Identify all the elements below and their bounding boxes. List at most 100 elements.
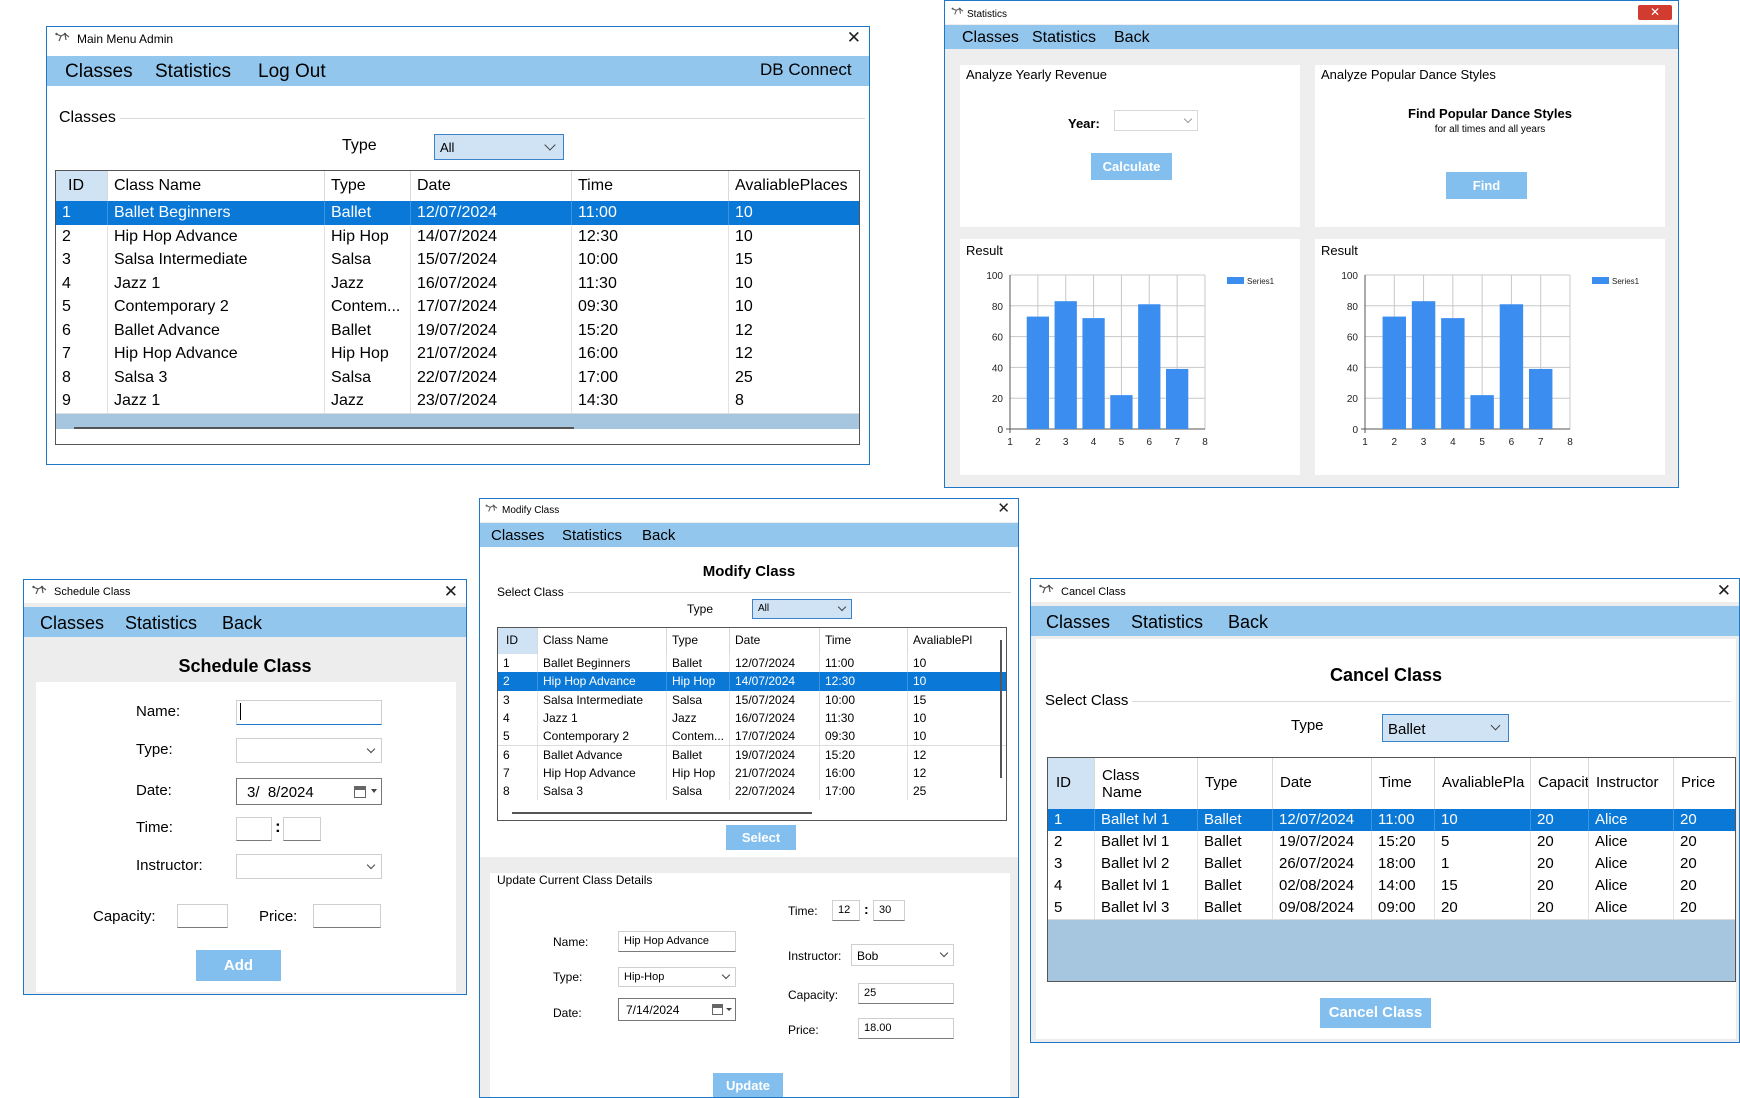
menu-statistics[interactable]: Statistics — [155, 61, 232, 82]
price-input[interactable]: 18.00 — [858, 1018, 954, 1039]
table-row[interactable]: 2 Ballet lvl 1 Ballet 19/07/2024 15:20 5 20 Ali… — [1048, 831, 1735, 854]
price-input[interactable] — [313, 904, 381, 928]
time-minute-input[interactable] — [283, 817, 321, 841]
column-header[interactable]: AvaliablePlaces — [729, 171, 859, 201]
table-row[interactable]: 5 Ballet lvl 3 Ballet 09/08/2024 09:00 20 20 Al… — [1048, 897, 1735, 920]
menu-back[interactable]: Back — [642, 527, 676, 544]
vertical-scrollbar[interactable] — [1000, 640, 1002, 778]
type-label: Type — [342, 137, 377, 154]
table-row[interactable]: 5 Contemporary 2 Contem... 17/07/2024 09:30 1… — [56, 295, 859, 320]
table-cell: Alice — [1589, 809, 1674, 831]
capacity-input[interactable] — [177, 904, 228, 928]
column-header[interactable]: ID — [1048, 758, 1095, 809]
column-header[interactable]: Type — [1198, 758, 1273, 809]
type-select[interactable]: Hip-Hop — [618, 967, 736, 987]
column-header[interactable]: Time — [572, 171, 729, 201]
name-input[interactable] — [236, 700, 382, 725]
date-picker[interactable]: 3/ 8/2024 — [236, 778, 382, 805]
close-icon[interactable]: ✕ — [443, 582, 458, 601]
menu-classes[interactable]: Classes — [962, 29, 1019, 46]
menu-log-out[interactable]: Log Out — [258, 61, 326, 82]
column-header[interactable]: Time — [1372, 758, 1435, 809]
column-header[interactable]: Price — [1674, 758, 1735, 809]
menu-back[interactable]: Back — [1228, 612, 1269, 632]
table-row[interactable]: 6 Ballet Advance Ballet 19/07/2024 15:20 12 — [498, 745, 1006, 765]
column-header[interactable]: Date — [730, 628, 820, 654]
time-hour-input[interactable]: 12 — [832, 900, 860, 921]
update-group-title: Update Current Class Details — [493, 873, 657, 887]
menu-classes[interactable]: Classes — [491, 527, 545, 544]
column-header[interactable]: Capacity — [1531, 758, 1589, 809]
column-header[interactable]: Class Name — [108, 171, 325, 201]
menu-statistics[interactable]: Statistics — [562, 527, 623, 544]
capacity-input[interactable]: 25 — [858, 983, 954, 1004]
modify-classes-grid[interactable]: ID Class Name Type Date Time AvaliablePl 1 Ball… — [497, 627, 1007, 821]
menu-statistics[interactable]: Statistics — [1032, 29, 1097, 46]
cancel-class-button[interactable]: Cancel Class — [1320, 998, 1431, 1028]
time-minute-input[interactable]: 30 — [873, 900, 905, 921]
table-row[interactable]: 4 Ballet lvl 1 Ballet 02/08/2024 14:00 15 20 Al… — [1048, 875, 1735, 898]
table-row[interactable]: 4 Jazz 1 Jazz 16/07/2024 11:30 10 — [56, 271, 859, 296]
column-header[interactable]: Type — [325, 171, 411, 201]
column-header[interactable]: Instructor — [1589, 758, 1674, 809]
cancel-classes-grid[interactable]: ID Class Name Type Date Time AvaliablePla Capa… — [1047, 757, 1736, 982]
table-row[interactable]: 3 Salsa Intermediate Salsa 15/07/2024 10:00 1… — [498, 690, 1006, 710]
menu-statistics[interactable]: Statistics — [125, 613, 198, 633]
year-dropdown[interactable] — [1114, 110, 1198, 131]
menu-db-connect[interactable]: DB Connect — [760, 60, 852, 79]
table-row[interactable]: 1 Ballet Beginners Ballet 12/07/2024 11:00 10 — [56, 201, 859, 226]
classes-grid[interactable]: ID Class Name Type Date Time AvaliablePlaces 1… — [55, 170, 860, 445]
column-header[interactable]: Date — [1273, 758, 1372, 809]
table-row[interactable]: 9 Jazz 1 Jazz 23/07/2024 14:30 8 — [56, 389, 859, 414]
table-row[interactable]: 1 Ballet lvl 1 Ballet 12/07/2024 11:00 10 20 Al… — [1048, 809, 1735, 832]
table-row[interactable]: 8 Salsa 3 Salsa 22/07/2024 17:00 25 — [56, 365, 859, 390]
menu-classes[interactable]: Classes — [40, 613, 105, 633]
add-button[interactable]: Add — [196, 950, 281, 981]
table-row[interactable]: 1 Ballet Beginners Ballet 12/07/2024 11:00 10 — [498, 654, 1006, 674]
table-row[interactable]: 3 Salsa Intermediate Salsa 15/07/2024 10:00 1… — [56, 248, 859, 273]
type-dropdown[interactable] — [236, 738, 382, 763]
type-dropdown[interactable]: All — [752, 599, 852, 619]
update-button[interactable]: Update — [713, 1073, 783, 1097]
table-row[interactable]: 7 Hip Hop Advance Hip Hop 21/07/2024 16:00 12 — [498, 763, 1006, 784]
close-icon[interactable]: ✕ — [846, 28, 861, 47]
column-header[interactable]: Date — [411, 171, 572, 201]
menu-classes[interactable]: Classes — [65, 61, 133, 82]
select-button[interactable]: Select — [726, 825, 796, 850]
menu-classes[interactable]: Classes — [1046, 612, 1111, 632]
table-row[interactable]: 6 Ballet Advance Ballet 19/07/2024 15:20 12 — [56, 318, 859, 343]
column-header[interactable]: AvaliablePl — [908, 628, 1006, 654]
close-icon[interactable]: ✕ — [997, 500, 1010, 517]
horizontal-scrollbar[interactable] — [74, 427, 574, 429]
menu-back[interactable]: Back — [222, 613, 263, 633]
column-header[interactable]: Class Name — [538, 628, 667, 654]
close-icon[interactable]: ✕ — [1716, 581, 1731, 600]
name-input[interactable]: Hip Hop Advance — [618, 931, 736, 952]
column-header[interactable]: Type — [667, 628, 730, 654]
table-row[interactable]: 7 Hip Hop Advance Hip Hop 21/07/2024 16:00 12 — [56, 342, 859, 367]
time-hour-input[interactable] — [236, 817, 272, 841]
table-cell: 20 — [1531, 809, 1589, 831]
type-dropdown[interactable]: All — [434, 134, 564, 160]
column-header[interactable]: AvaliablePla — [1435, 758, 1531, 809]
instructor-dropdown[interactable]: Bob — [851, 944, 954, 966]
calculate-button[interactable]: Calculate — [1091, 153, 1172, 180]
table-row[interactable]: 5 Contemporary 2 Contem... 17/07/2024 09:30 1… — [498, 727, 1006, 747]
date-picker[interactable]: 7/14/2024 — [618, 998, 736, 1021]
type-dropdown[interactable]: Ballet — [1382, 714, 1509, 742]
close-icon[interactable]: ✕ — [1638, 5, 1672, 20]
column-header[interactable]: Time — [820, 628, 908, 654]
table-row[interactable]: 4 Jazz 1 Jazz 16/07/2024 11:30 10 — [498, 708, 1006, 729]
table-row[interactable]: 3 Ballet lvl 2 Ballet 26/07/2024 18:00 1 20 Ali… — [1048, 853, 1735, 876]
find-button[interactable]: Find — [1446, 172, 1527, 199]
table-row[interactable]: 8 Salsa 3 Salsa 22/07/2024 17:00 25 — [498, 782, 1006, 802]
instructor-dropdown[interactable] — [236, 854, 382, 879]
table-row[interactable]: 2 Hip Hop Advance Hip Hop 14/07/2024 12:30 10 — [56, 224, 859, 249]
menu-statistics[interactable]: Statistics — [1131, 612, 1204, 632]
column-header[interactable]: ID — [56, 171, 108, 201]
menu-back[interactable]: Back — [1114, 29, 1150, 46]
column-header[interactable]: ID — [498, 628, 538, 654]
column-header[interactable]: Class Name — [1095, 758, 1198, 809]
table-row[interactable]: 2 Hip Hop Advance Hip Hop 14/07/2024 12:30 10 — [498, 672, 1006, 692]
horizontal-scrollbar[interactable] — [512, 812, 812, 814]
